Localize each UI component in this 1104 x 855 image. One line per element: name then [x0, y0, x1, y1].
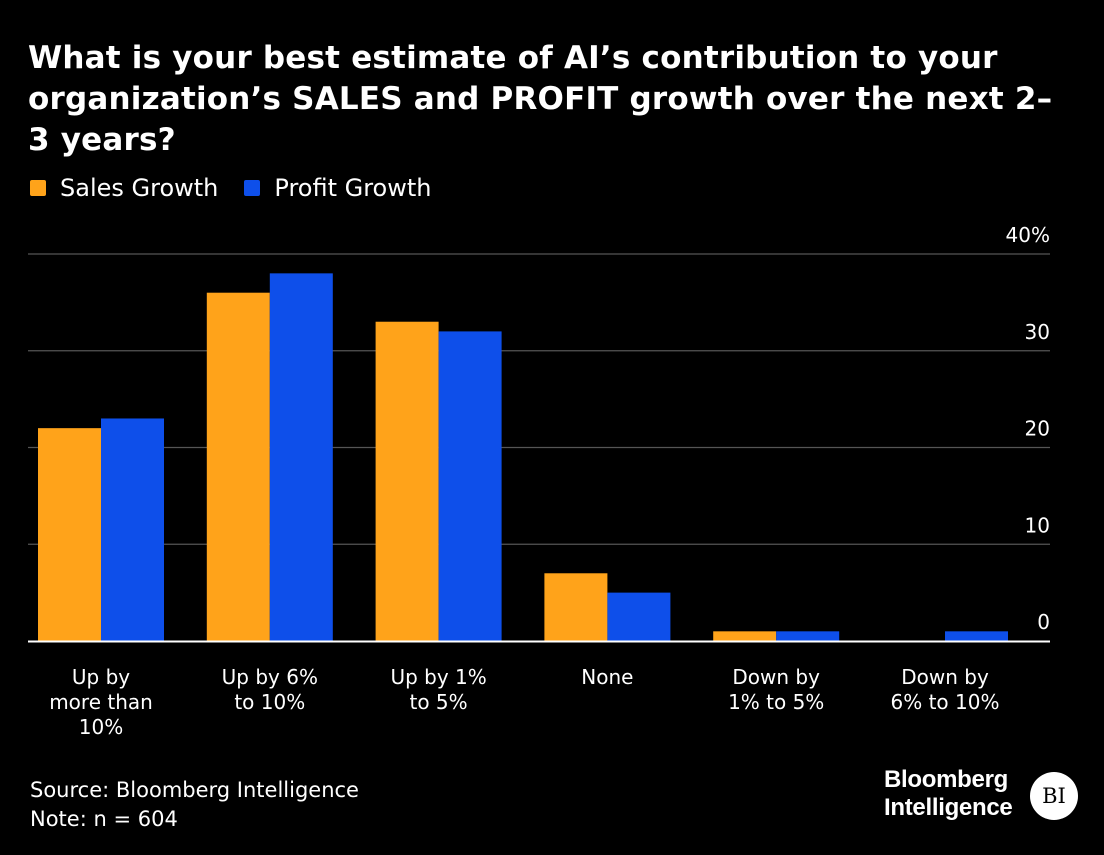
x-tick-label-line: 6% to 10%: [891, 690, 1000, 714]
bar-profit-0: [101, 418, 164, 641]
bar-profit-1: [269, 273, 333, 641]
chart-title: What is your best estimate of AI’s contr…: [28, 40, 1053, 158]
legend: Sales Growth Profit Growth: [30, 174, 458, 202]
legend-swatch-sales: [30, 180, 46, 196]
bar-sales-4: [713, 631, 777, 641]
legend-item-sales: Sales Growth: [30, 174, 218, 202]
brand-line-1: Bloomberg: [884, 766, 1008, 793]
bar-chart: 40% 30 20 10 0 Up by more than 10% Up by 6% to 10…: [28, 223, 1050, 739]
x-tick-label-line: None: [581, 665, 633, 689]
source-text: Source: Bloomberg Intelligence: [30, 778, 359, 802]
x-tick-label-1: Up by 6% to 10%: [222, 665, 318, 714]
x-tick-label-3: None: [581, 665, 633, 689]
bar-sales-0: [38, 428, 101, 641]
legend-label-profit: Profit Growth: [274, 174, 432, 202]
x-tick-label-4: Down by 1% to 5%: [728, 665, 824, 714]
y-tick-label-10: 10: [1025, 513, 1050, 537]
x-tick-label-line: to 5%: [410, 690, 468, 714]
x-tick-label-line: 10%: [79, 715, 123, 739]
y-tick-label-0: 0: [1037, 610, 1050, 634]
x-tick-label-line: Down by: [732, 665, 820, 689]
brand-line-2: Intelligence: [884, 794, 1013, 821]
bi-badge-icon: BI: [1030, 772, 1078, 820]
x-tick-label-line: Up by 1%: [390, 665, 486, 689]
y-tick-label-40: 40%: [1006, 223, 1050, 247]
footer: Source: Bloomberg Intelligence Note: n =…: [30, 776, 359, 834]
note-text: Note: n = 604: [30, 807, 178, 831]
bloomberg-intelligence-logo: Bloomberg Intelligence: [884, 766, 1013, 822]
x-tick-label-5: Down by 6% to 10%: [891, 665, 1000, 714]
x-tick-label-line: Up by: [72, 665, 130, 689]
bar-sales-3: [544, 573, 608, 641]
bar-profit-5: [945, 631, 1008, 641]
x-tick-label-line: Up by 6%: [222, 665, 318, 689]
y-tick-label-30: 30: [1025, 320, 1050, 344]
bar-sales-2: [375, 321, 439, 641]
x-tick-label-line: 1% to 5%: [728, 690, 824, 714]
bar-sales-1: [206, 292, 270, 641]
bar-profit-2: [438, 331, 502, 641]
y-tick-label-20: 20: [1025, 417, 1050, 441]
legend-swatch-profit: [244, 180, 261, 196]
x-tick-label-line: Down by: [901, 665, 989, 689]
bar-profit-3: [607, 592, 671, 641]
x-tick-label-0: Up by more than 10%: [49, 665, 153, 739]
bar-profit-4: [776, 631, 840, 641]
x-tick-label-line: more than: [49, 690, 153, 714]
x-tick-label-2: Up by 1% to 5%: [390, 665, 486, 714]
x-tick-label-line: to 10%: [234, 690, 305, 714]
legend-label-sales: Sales Growth: [60, 174, 219, 202]
legend-item-profit: Profit Growth: [244, 174, 432, 202]
